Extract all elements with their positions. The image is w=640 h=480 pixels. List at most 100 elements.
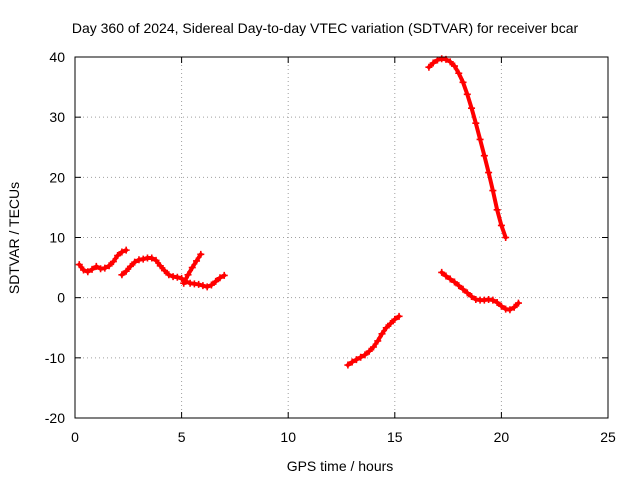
x-tick-label: 20 bbox=[494, 429, 510, 445]
x-axis-label: GPS time / hours bbox=[287, 458, 394, 474]
data-point bbox=[344, 361, 352, 369]
data-point bbox=[459, 78, 467, 86]
data-point bbox=[391, 315, 399, 323]
x-tick-label: 5 bbox=[178, 429, 186, 445]
y-tick-label: 10 bbox=[49, 230, 65, 246]
data-track bbox=[439, 270, 521, 312]
data-point bbox=[485, 169, 493, 177]
data-point bbox=[118, 248, 126, 256]
x-tick-label: 25 bbox=[600, 429, 616, 445]
data-track bbox=[426, 56, 508, 240]
data-point bbox=[446, 275, 454, 283]
y-tick-label: 30 bbox=[49, 109, 65, 125]
data-point bbox=[148, 254, 156, 262]
x-tick-label: 15 bbox=[387, 429, 403, 445]
data-point bbox=[506, 306, 514, 314]
data-point bbox=[374, 337, 382, 345]
data-point bbox=[438, 268, 446, 276]
data-point bbox=[165, 271, 173, 279]
data-point bbox=[382, 324, 390, 332]
data-point bbox=[493, 206, 501, 214]
data-point bbox=[80, 266, 88, 274]
data-point bbox=[468, 104, 476, 112]
data-point bbox=[493, 298, 501, 306]
data-point bbox=[173, 273, 181, 281]
data-point bbox=[450, 278, 458, 286]
data-point bbox=[92, 262, 100, 270]
data-point bbox=[361, 351, 369, 359]
data-point bbox=[387, 320, 395, 328]
y-tick-label: -20 bbox=[45, 410, 65, 426]
data-point bbox=[188, 264, 196, 272]
data-point bbox=[139, 255, 147, 263]
data-point bbox=[365, 347, 373, 355]
data-point bbox=[510, 303, 518, 311]
x-tick-label: 0 bbox=[71, 429, 79, 445]
data-point bbox=[369, 343, 377, 351]
data-point bbox=[197, 250, 205, 258]
data-point bbox=[88, 265, 96, 273]
data-point bbox=[502, 234, 510, 241]
data-point bbox=[203, 283, 211, 291]
data-segment bbox=[75, 246, 130, 276]
data-point bbox=[75, 261, 83, 269]
data-point bbox=[126, 262, 134, 270]
y-tick-label: -10 bbox=[45, 350, 65, 366]
data-point bbox=[156, 262, 164, 270]
data-point bbox=[195, 280, 203, 288]
data-point bbox=[425, 63, 433, 71]
data-point bbox=[378, 330, 386, 338]
data-point bbox=[455, 282, 463, 290]
y-tick-label: 40 bbox=[49, 49, 65, 65]
data-point bbox=[514, 299, 522, 307]
data-point bbox=[472, 119, 480, 127]
data-point bbox=[184, 271, 192, 279]
data-point bbox=[489, 187, 497, 195]
data-point bbox=[84, 268, 92, 276]
x-tick-label: 10 bbox=[280, 429, 296, 445]
data-point bbox=[216, 274, 224, 282]
data-point bbox=[199, 282, 207, 290]
data-point bbox=[101, 264, 109, 272]
data-point bbox=[220, 271, 228, 279]
data-point bbox=[455, 69, 463, 77]
chart-title: Day 360 of 2024, Sidereal Day-to-day VTE… bbox=[72, 20, 579, 36]
grid-lines bbox=[75, 57, 608, 418]
data-segment bbox=[118, 254, 228, 291]
data-segment bbox=[438, 268, 522, 314]
data-segment bbox=[344, 312, 403, 369]
data-point bbox=[114, 252, 122, 260]
data-point bbox=[348, 358, 356, 366]
data-point bbox=[352, 356, 360, 364]
data-point bbox=[468, 292, 476, 300]
data-segment bbox=[180, 250, 205, 287]
data-point bbox=[463, 90, 471, 98]
data-point bbox=[131, 258, 139, 266]
data-point bbox=[442, 272, 450, 280]
data-point bbox=[161, 267, 169, 275]
data-point bbox=[207, 281, 215, 289]
data-point bbox=[122, 246, 130, 254]
axis-ticks: 0 5 10 15 20 25 -20 -10 0 10 20 30 40 bbox=[45, 49, 616, 445]
data-point bbox=[446, 58, 454, 66]
data-point bbox=[463, 289, 471, 297]
data-segment bbox=[425, 55, 510, 241]
data-point bbox=[152, 256, 160, 264]
data-point bbox=[480, 152, 488, 160]
data-point bbox=[433, 56, 441, 64]
data-point bbox=[489, 296, 497, 304]
data-point bbox=[450, 62, 458, 70]
data-point bbox=[118, 271, 126, 279]
data-point bbox=[105, 262, 113, 270]
y-tick-label: 0 bbox=[57, 290, 65, 306]
data-point bbox=[497, 302, 505, 310]
data-point bbox=[122, 267, 130, 275]
y-tick-label: 20 bbox=[49, 169, 65, 185]
data-point bbox=[193, 257, 201, 265]
data-point bbox=[395, 312, 403, 320]
data-series bbox=[75, 55, 522, 369]
y-axis-label: SDTVAR / TECUs bbox=[6, 182, 22, 294]
data-point bbox=[109, 258, 117, 266]
data-point bbox=[476, 135, 484, 143]
